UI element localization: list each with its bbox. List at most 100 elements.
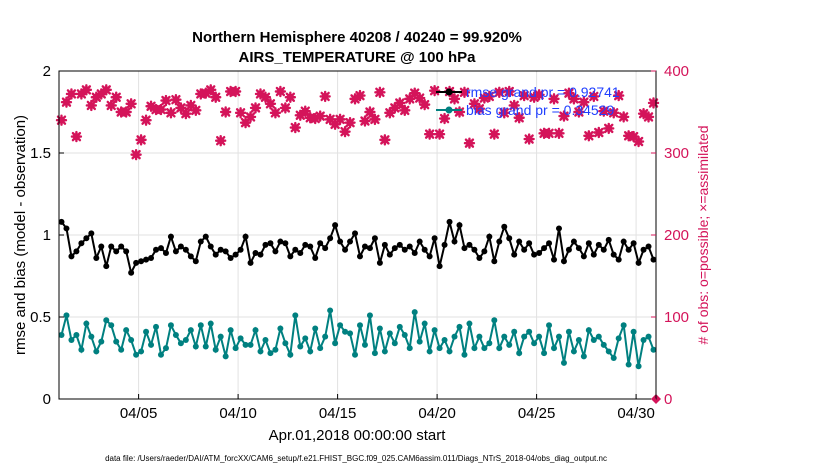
obs-assimilated-point (264, 98, 277, 110)
x-tick-label: 04/15 (319, 405, 357, 422)
bias-point (327, 307, 334, 314)
bias-point (386, 330, 393, 337)
rmse-point (590, 251, 597, 258)
rmse-point (546, 240, 553, 247)
y2-tick-label: 100 (664, 309, 689, 326)
bias-point (182, 336, 189, 343)
rmse-point (242, 233, 249, 240)
rmse-point (337, 238, 344, 245)
obs-assimilated-point (289, 121, 302, 134)
bias-point (277, 325, 284, 332)
obs-assimilated-point (627, 130, 640, 143)
bias-point (342, 328, 349, 335)
bias-point (302, 335, 309, 342)
rmse-point (531, 251, 538, 258)
obs-assimilated-point (632, 135, 645, 148)
rmse-point (282, 240, 289, 247)
rmse-point (352, 230, 359, 237)
obs-assimilated-point (453, 106, 466, 118)
y-tick-label: 2 (43, 63, 51, 80)
bias-point (406, 345, 413, 352)
bias-point (322, 333, 329, 340)
bias-point (317, 345, 324, 352)
obs-assimilated-point (553, 127, 565, 140)
obs-assimilated-point (175, 102, 187, 114)
obs-assimilated-point (394, 97, 406, 109)
rmse-point (506, 235, 513, 242)
bias-point (615, 335, 622, 342)
rmse-point (153, 246, 160, 253)
bias-point (451, 333, 458, 340)
bias-point (605, 348, 612, 355)
rmse-point (307, 243, 314, 250)
bias-point (103, 317, 110, 324)
rmse-point (108, 243, 115, 250)
obs-assimilated-point (573, 106, 585, 118)
bias-point (595, 333, 602, 340)
obs-assimilated-point (229, 85, 242, 98)
bias-point (376, 325, 383, 332)
obs-assimilated-point (80, 84, 93, 96)
bias-point (546, 322, 553, 329)
bias-point (247, 341, 254, 348)
bias-point (143, 328, 150, 335)
y-tick-label: 1 (43, 227, 51, 244)
rmse-point (172, 248, 179, 255)
bias-point (63, 312, 70, 319)
x-tick-label: 04/30 (617, 405, 655, 422)
rmse-point (595, 241, 602, 248)
bias-point (187, 327, 194, 334)
obs-assimilated-point (180, 107, 192, 120)
obs-assimilated-point (583, 130, 595, 142)
rmse-point (570, 238, 577, 245)
bias-point (461, 351, 468, 358)
bias-point (287, 351, 294, 358)
bias-point (516, 350, 523, 357)
obs-assimilated-point (423, 128, 436, 140)
bias-point (292, 312, 299, 319)
obs-assimilated-point (428, 84, 441, 97)
y2-tick-label: 200 (664, 227, 689, 244)
obs-assimilated-point (418, 98, 431, 111)
rmse-point (138, 258, 145, 265)
rmse-point (650, 256, 657, 263)
obs-assimilated-point (344, 116, 356, 129)
bias-point (426, 348, 433, 355)
rmse-point (396, 241, 403, 248)
rmse-point (257, 251, 264, 258)
bias-point (501, 333, 508, 340)
bias-point (411, 309, 418, 316)
bias-point (476, 333, 483, 340)
bias-point (356, 322, 363, 329)
bias-point (541, 350, 548, 357)
bias-point (555, 333, 562, 340)
rmse-point (187, 253, 194, 260)
rmse-point (640, 246, 647, 253)
rmse-point (93, 254, 100, 261)
rmse-point (317, 240, 324, 247)
legend-bias-marker (445, 106, 453, 114)
rmse-point (237, 246, 244, 253)
obs-assimilated-point (493, 86, 505, 99)
obs-assimilated-point (413, 92, 426, 104)
rmse-point (536, 250, 543, 257)
rmse-point (605, 236, 612, 243)
obs-assimilated-point (488, 128, 501, 140)
rmse-point (361, 243, 368, 250)
rmse-point (252, 250, 259, 257)
obs-assimilated-point (438, 112, 451, 125)
x-tick-label: 04/20 (418, 405, 456, 422)
obs-assimilated-point (463, 137, 476, 149)
bias-point (575, 336, 582, 343)
bias-point (212, 346, 219, 353)
obs-assimilated-point (160, 94, 172, 107)
obs-assimilated-point (359, 115, 371, 127)
bias-point (128, 336, 135, 343)
bias-point (446, 348, 453, 355)
obs-assimilated-point (458, 86, 471, 99)
y-tick-label: 0 (43, 391, 51, 408)
obs-assimilated-point (140, 114, 152, 126)
rmse-point (247, 259, 254, 266)
obs-assimilated-point (125, 98, 137, 110)
bias-point (282, 340, 289, 347)
